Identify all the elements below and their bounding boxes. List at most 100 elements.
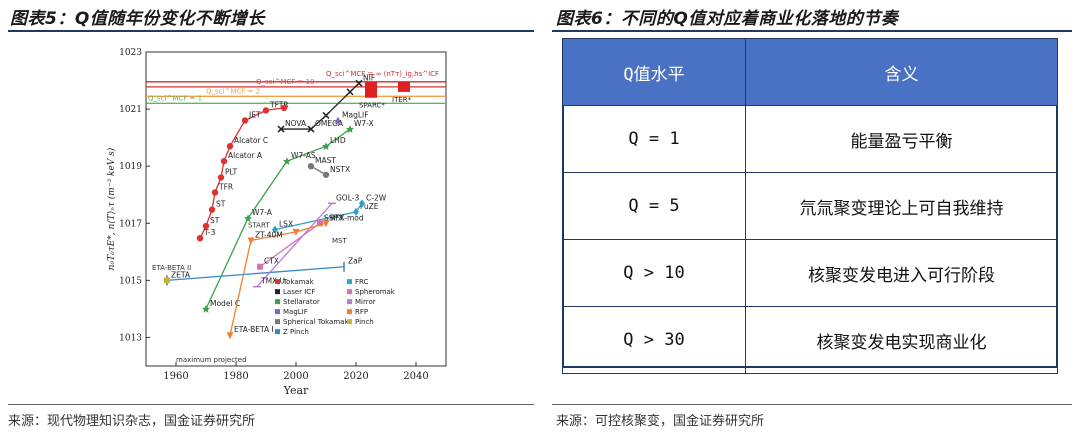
data-point	[226, 143, 234, 150]
data-point	[307, 162, 315, 170]
legend-swatch	[347, 289, 352, 295]
legend-label: Stellarator	[283, 298, 320, 306]
data-point-label: RFX-mod	[330, 213, 364, 222]
x-tick-label: 2020	[343, 371, 368, 382]
data-point-label: ZETA	[171, 270, 191, 279]
legend-swatch	[275, 329, 280, 335]
data-point-label: MAST	[315, 156, 336, 165]
data-point-label: C-2W	[366, 193, 387, 202]
data-point-label: SSPX	[324, 213, 343, 222]
reference-line-label: Q_sci^MCF = 1	[148, 94, 202, 102]
figure-6-source: 来源：可控核聚变，国金证券研究所	[556, 414, 765, 429]
legend-label: Spheromak	[355, 288, 396, 296]
reference-line-label: Q_sci^MCF = 2	[206, 87, 260, 95]
chart-annotation: START	[248, 222, 270, 230]
data-point-label: ZT-40M	[255, 230, 283, 239]
meaning-cell: 能量盈亏平衡	[745, 105, 1058, 173]
data-point	[257, 263, 263, 270]
chart-annotation: ETA-BETA II	[152, 264, 191, 272]
data-point	[272, 225, 278, 234]
reference-line-label: Q_sci^MCF = ∞ (nTτ)_ig,hs^ICF	[326, 70, 439, 78]
legend-swatch	[347, 319, 352, 325]
header-meaning: 含义	[745, 38, 1058, 106]
data-point-label: Alcator C	[234, 136, 268, 145]
series-line	[229, 222, 327, 336]
q-level-cell: Q > 10	[562, 239, 746, 307]
data-point	[280, 104, 288, 112]
data-point-label: NSTX	[330, 165, 350, 174]
data-point-label: ZaP	[348, 257, 363, 266]
data-point-label: T-3	[203, 228, 216, 237]
data-point-label: W7-A	[252, 208, 273, 217]
chart-annotation: maximum projected	[176, 356, 247, 364]
q-level-table: Q值水平 含义 Q = 1 能量盈亏平衡 Q = 5 氘氚聚变理论上可自我维持 …	[562, 38, 1058, 374]
data-point	[241, 117, 249, 124]
data-point	[262, 107, 270, 114]
projected-bar	[365, 81, 377, 98]
table-header-row: Q值水平 含义	[562, 38, 1058, 106]
q-value-history-chart: Q_sci^MCF = 1 Q_sci^MCF = 2Q_sci^MCF = 10…	[106, 48, 447, 397]
data-point-label: GOL-3	[336, 193, 359, 202]
data-point	[277, 125, 285, 133]
legend-label: Pinch	[355, 318, 374, 326]
data-point	[322, 142, 330, 151]
reference-line-label: Q_sci^MCF = 10	[256, 78, 315, 86]
legend-swatch	[275, 319, 280, 325]
data-point	[334, 116, 342, 124]
data-point	[164, 277, 170, 284]
data-point	[208, 206, 216, 213]
data-point	[322, 111, 330, 119]
figure-6-caption: 图表6：不同的Q值对应着商业化落地的节奏	[556, 9, 899, 29]
data-point-label: LSX	[279, 220, 293, 229]
data-point	[220, 157, 228, 165]
data-point	[307, 125, 315, 133]
legend-label: Tokamak	[282, 278, 315, 286]
legend-label: FRC	[355, 278, 369, 286]
data-point	[211, 189, 219, 196]
legend-label: Mirror	[355, 298, 376, 306]
data-point-label: W7-AS	[291, 151, 316, 160]
data-point-label: NIF	[363, 73, 375, 82]
source-rule-right	[552, 404, 1072, 405]
legend-swatch	[347, 309, 352, 315]
legend-label: MagLIF	[283, 308, 308, 316]
legend-label: Laser ICF	[283, 288, 315, 296]
legend-swatch	[347, 299, 352, 305]
source-rule-left	[8, 404, 534, 405]
table-row: Q > 10 核聚变发电进入可行阶段	[562, 239, 1058, 307]
caption-rule-left	[8, 30, 534, 32]
series-line	[199, 107, 285, 239]
data-point-label: NOVA	[285, 119, 307, 128]
data-point-label: Model C	[210, 299, 240, 308]
data-point-label: OMEGA	[315, 119, 344, 128]
data-point	[247, 237, 255, 245]
plot-area	[145, 51, 447, 367]
data-point	[226, 332, 234, 340]
data-point	[322, 220, 330, 228]
legend-label: Spherical Tokamak	[283, 318, 349, 326]
data-point-label: ETA-BETA I	[234, 325, 274, 334]
table-row: Q = 5 氘氚聚变理论上可自我维持	[562, 172, 1058, 240]
q-level-cell: Q = 1	[562, 105, 746, 173]
projected-bar-label: ITER*	[392, 96, 412, 104]
data-point-label: TMX-U	[260, 277, 285, 286]
data-point	[346, 125, 354, 134]
data-point-label: CTX	[264, 257, 279, 266]
legend-swatch	[275, 309, 280, 315]
legend-swatch	[275, 299, 280, 305]
data-point	[196, 234, 204, 242]
figure-5-caption: 图表5：Q值随年份变化不断增长	[10, 9, 265, 29]
q-level-cell: Q = 5	[562, 172, 746, 240]
x-tick-label: 2000	[283, 371, 308, 382]
data-point-label: ST	[216, 200, 226, 209]
y-tick-label: 1019	[119, 162, 142, 172]
data-point-label: JET	[248, 110, 261, 119]
data-point-label: Alcator A	[228, 151, 263, 160]
figure-5-source: 来源：现代物理知识杂志，国金证券研究所	[8, 414, 256, 429]
data-point	[322, 171, 330, 178]
data-point	[202, 222, 210, 230]
meaning-cell: 核聚变发电实现商业化	[745, 306, 1058, 374]
y-tick-label: 1023	[119, 48, 142, 58]
meaning-cell: 核聚变发电进入可行阶段	[745, 239, 1058, 307]
data-point	[359, 199, 365, 208]
